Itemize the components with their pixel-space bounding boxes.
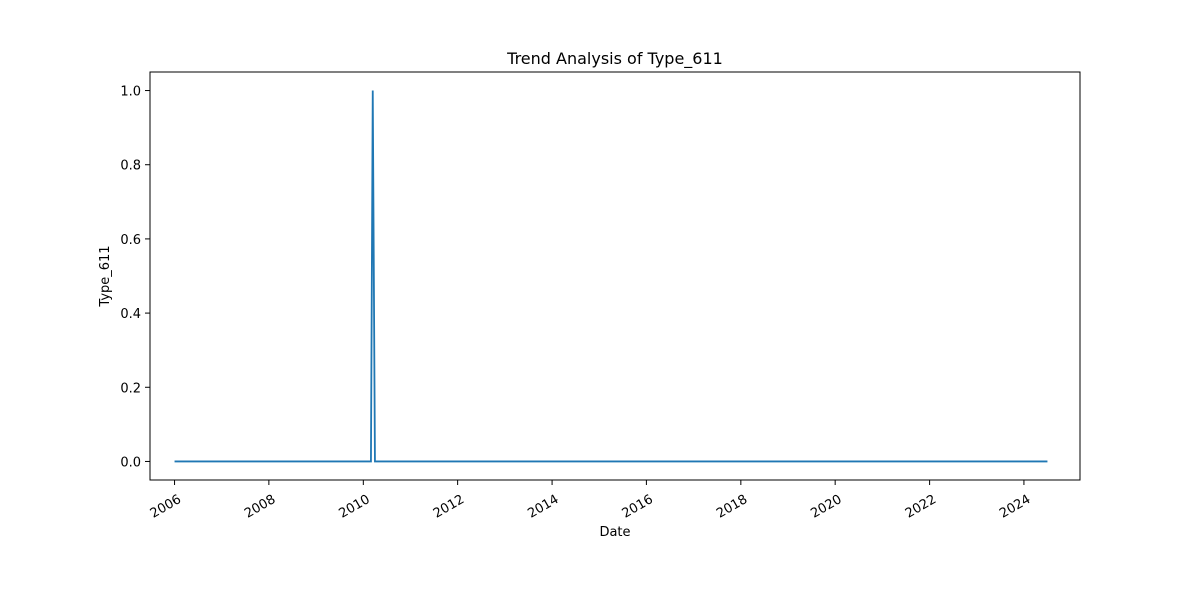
x-tick-label: 2018 — [714, 492, 750, 522]
chart-title: Trend Analysis of Type_611 — [506, 49, 723, 69]
x-axis: 2006 2008 2010 2012 2014 2016 2018 2020 2022 2024 — [148, 480, 1033, 522]
y-tick-label: 0.2 — [120, 381, 141, 396]
y-tick-label: 0.4 — [120, 307, 141, 322]
plot-frame — [149, 71, 1081, 481]
series-line-0 — [174, 90, 1048, 463]
y-tick-label: 1.0 — [120, 85, 141, 100]
y-tick-label: 0.6 — [120, 233, 141, 248]
y-tick-label: 0.0 — [120, 455, 141, 470]
x-tick-label: 2022 — [903, 492, 939, 522]
x-tick-label: 2014 — [525, 492, 561, 522]
x-tick-label: 2016 — [620, 492, 656, 522]
x-tick-label: 2006 — [148, 492, 184, 522]
y-tick-label: 0.8 — [120, 159, 141, 174]
x-tick-label: 2008 — [242, 492, 278, 522]
y-axis-label: Type_611 — [98, 245, 113, 307]
y-axis: 0.0 0.2 0.4 0.6 0.8 1.0 — [120, 85, 150, 470]
x-tick-label: 2024 — [997, 492, 1033, 522]
x-tick-label: 2012 — [431, 492, 467, 522]
x-tick-label: 2010 — [337, 492, 373, 522]
x-tick-label: 2020 — [808, 492, 844, 522]
x-axis-label: Date — [599, 525, 630, 540]
plot-area — [174, 90, 1048, 463]
